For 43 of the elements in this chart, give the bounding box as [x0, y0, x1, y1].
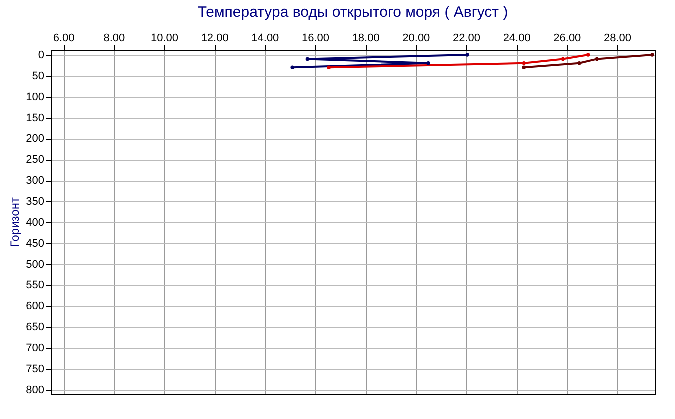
point — [466, 53, 470, 57]
point — [290, 66, 294, 70]
x-tick-label: 12.00 — [201, 32, 229, 44]
x-tick-label: 16.00 — [302, 32, 330, 44]
y-tick-label: 500 — [26, 258, 44, 271]
y-tick-label: 750 — [26, 363, 44, 376]
y-tick-label: 50 — [32, 70, 44, 82]
x-tick-label: 28.00 — [604, 32, 632, 44]
y-tick-label: 250 — [26, 154, 44, 166]
x-tick-label: 6.00 — [53, 32, 75, 44]
y-tick-label: 650 — [26, 322, 44, 334]
x-tick-label: 8.00 — [104, 32, 126, 44]
point — [306, 57, 310, 62]
y-tick-label: 0 — [38, 50, 44, 62]
y-tick-label: 100 — [26, 91, 44, 104]
x-tick-label: 26.00 — [554, 32, 582, 44]
point — [578, 62, 582, 66]
y-tick-label: 450 — [26, 238, 44, 250]
point — [561, 57, 566, 62]
y-axis-title: Горизонт — [8, 197, 22, 248]
point — [595, 57, 599, 62]
x-tick-label: 14.00 — [252, 32, 280, 44]
point — [522, 66, 526, 70]
y-tick-label: 800 — [26, 384, 44, 396]
x-tick-label: 10.00 — [150, 32, 179, 44]
y-tick-label: 600 — [26, 300, 44, 313]
x-tick-label: 24.00 — [503, 32, 531, 44]
x-tick-label: 18.00 — [352, 32, 380, 44]
point — [586, 53, 590, 57]
y-tick-label: 300 — [26, 175, 44, 188]
point — [522, 62, 526, 66]
y-tick-label: 550 — [26, 280, 44, 292]
y-tick-label: 200 — [26, 133, 44, 146]
y-tick-label: 700 — [26, 342, 44, 354]
x-tick-label: 22.00 — [452, 32, 481, 44]
y-tick-label: 400 — [26, 216, 44, 229]
point — [650, 53, 654, 57]
chart-title: Температура воды открытого моря ( Август ) — [198, 4, 508, 21]
y-tick-label: 350 — [26, 196, 44, 208]
y-tick-label: 150 — [26, 112, 44, 124]
point — [327, 66, 331, 70]
point — [426, 62, 430, 66]
x-tick-label: 20.00 — [402, 32, 430, 44]
